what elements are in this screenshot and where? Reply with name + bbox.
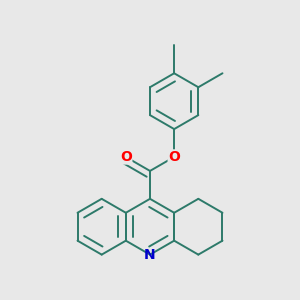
Text: O: O (168, 150, 180, 164)
Text: O: O (120, 150, 132, 164)
Text: N: N (144, 248, 156, 262)
